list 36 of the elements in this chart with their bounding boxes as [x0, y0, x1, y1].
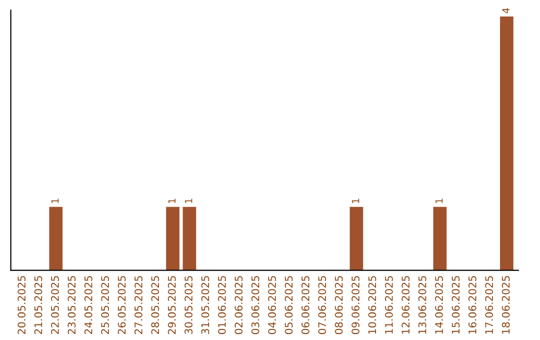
x-tick-label: 13.06.2025 — [418, 276, 426, 334]
x-tick-label: 30.05.2025 — [184, 276, 192, 334]
x-tick-label: 22.05.2025 — [51, 276, 59, 334]
data-label: 1 — [168, 198, 176, 204]
x-tick-label: 10.06.2025 — [368, 276, 376, 334]
x-tick-label: 09.06.2025 — [352, 276, 360, 334]
x-tick-label: 18.06.2025 — [502, 276, 510, 334]
x-tick-label: 20.05.2025 — [18, 276, 26, 334]
x-tick-label: 15.06.2025 — [452, 276, 460, 334]
x-tick-label: 16.06.2025 — [468, 276, 476, 334]
x-tick-label: 06.06.2025 — [301, 276, 310, 334]
x-tick-label: 25.05.2025 — [101, 276, 109, 334]
x-tick-label: 01.06.2025 — [218, 276, 226, 334]
data-label: 1 — [352, 198, 360, 204]
data-label: 1 — [51, 198, 59, 204]
x-tick-label: 29.05.2025 — [168, 276, 176, 334]
x-tick-label: 02.06.2025 — [234, 276, 243, 334]
data-label: 1 — [185, 198, 192, 204]
x-tick-label: 05.06.2025 — [284, 276, 293, 334]
x-tick-label: 23.05.2025 — [68, 276, 76, 334]
x-tick-label: 12.06.2025 — [402, 276, 410, 334]
x-tick-label: 17.06.2025 — [485, 276, 494, 334]
x-tick-label: 14.06.2025 — [435, 276, 443, 334]
data-label: 1 — [436, 198, 443, 204]
data-label: 4 — [502, 8, 510, 14]
x-tick-label: 03.06.2025 — [251, 276, 260, 334]
x-tick-label: 31.05.2025 — [201, 276, 210, 334]
x-tick-label: 11.06.2025 — [384, 276, 393, 334]
x-tick-label: 24.05.2025 — [84, 276, 92, 334]
x-tick-label: 08.06.2025 — [334, 276, 343, 334]
x-tick-label: 27.05.2025 — [134, 276, 142, 334]
x-tick-label: 04.06.2025 — [268, 276, 276, 334]
x-tick-label: 28.05.2025 — [151, 276, 160, 334]
x-tick-label: 21.05.2025 — [34, 276, 42, 334]
x-tick-label: 26.05.2025 — [118, 276, 126, 334]
x-tick-label: 07.06.2025 — [318, 276, 326, 334]
